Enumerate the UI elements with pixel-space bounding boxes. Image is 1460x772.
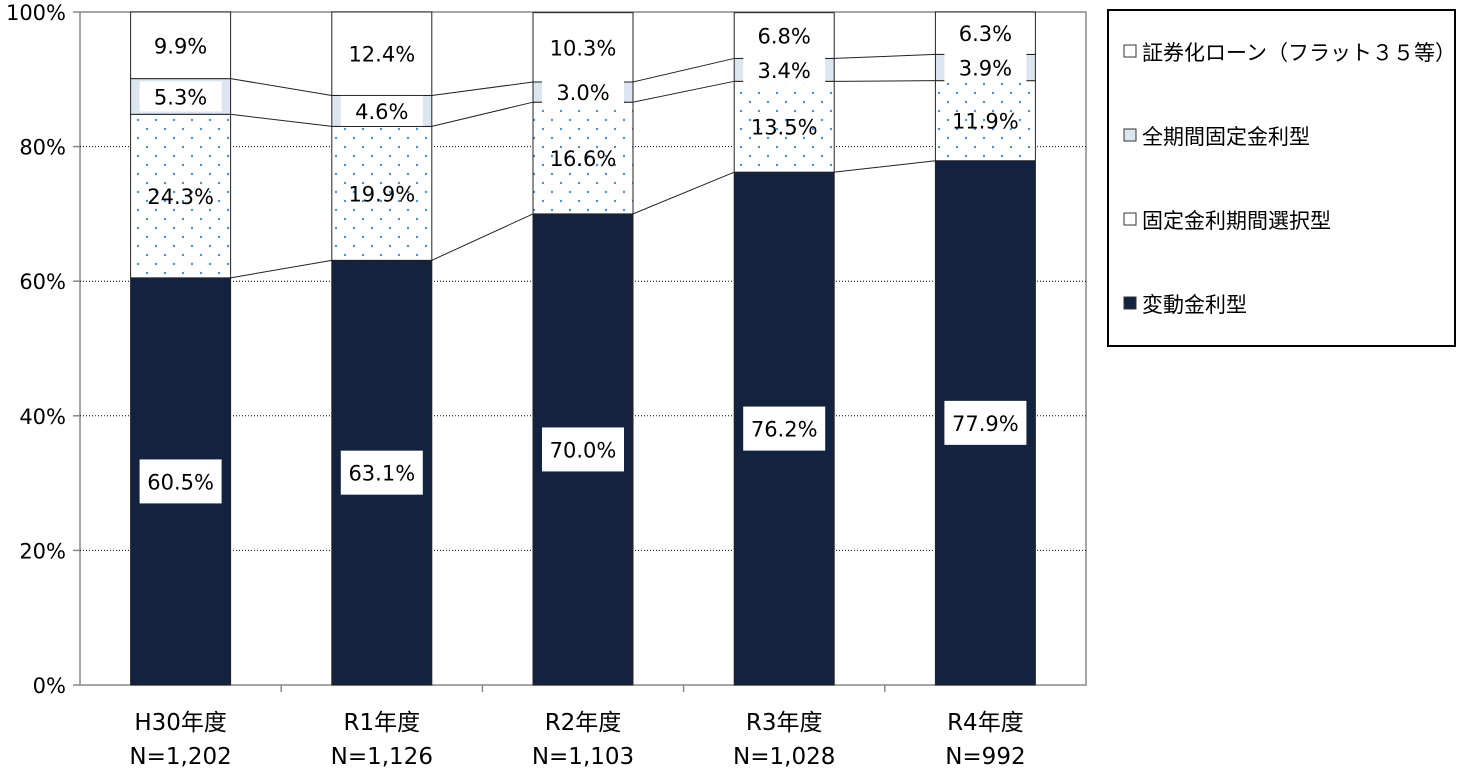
legend-box [1107, 9, 1456, 347]
legend-label: 全期間固定金利型 [1142, 125, 1310, 149]
series-line [834, 80, 936, 82]
series-line [230, 78, 332, 96]
bar-segment [532, 101, 634, 215]
y-tick-label: 80% [19, 136, 66, 160]
x-category-note: N=1,126 [331, 744, 433, 770]
data-label-box [139, 459, 222, 504]
legend-swatch [1123, 128, 1137, 142]
bar-segment [331, 11, 433, 96]
data-label: 70.0% [550, 438, 617, 462]
data-label: 77.9% [952, 412, 1019, 436]
data-label: 6.3% [959, 22, 1012, 46]
data-label: 19.9% [348, 182, 415, 206]
y-tick-label: 0% [33, 674, 66, 698]
data-label-box [542, 427, 624, 472]
x-category-label: R4年度 [947, 710, 1024, 736]
x-category-note: N=1,103 [532, 744, 634, 770]
y-tick-label: 20% [19, 539, 66, 563]
series-lines [230, 53, 936, 279]
data-label: 76.2% [751, 418, 818, 442]
data-label: 5.3% [154, 85, 207, 109]
data-label: 12.4% [348, 43, 415, 67]
x-category-note: N=1,028 [733, 744, 835, 770]
data-label: 6.8% [758, 25, 811, 49]
data-label-box [340, 450, 423, 495]
data-label-box [542, 77, 624, 108]
series-line [431, 101, 534, 127]
data-label: 16.6% [550, 147, 617, 171]
bar-segment [934, 11, 1036, 55]
y-tick-label: 100% [6, 1, 66, 25]
data-label-box [944, 400, 1027, 445]
series-line [632, 171, 735, 215]
series-line [431, 213, 534, 261]
legend-label: 証券化ローン（フラット３５等） [1142, 41, 1456, 65]
y-axis: 0% 20% 40% 60% 80% 100% [6, 1, 886, 698]
legend-label: 変動金利型 [1142, 293, 1247, 317]
data-label-box [743, 54, 826, 85]
series-line [230, 113, 332, 127]
data-label: 13.5% [751, 116, 818, 140]
data-label: 3.9% [959, 57, 1012, 81]
legend-swatch [1123, 296, 1137, 310]
y-tick-label: 60% [19, 270, 66, 294]
series-line [834, 160, 936, 173]
x-category-label: R1年度 [343, 710, 420, 736]
series-line [431, 81, 534, 96]
data-labels: 60.5% 24.3% 5.3% 9.9% 63.1% 19.9% 4.6% 12.4% 70.… [139, 22, 1027, 504]
data-label: 4.6% [355, 100, 408, 124]
x-category-note: N=1,202 [129, 744, 231, 770]
x-category-label: R3年度 [746, 710, 823, 736]
legend-swatch [1123, 212, 1137, 226]
series-line [834, 53, 936, 59]
data-label: 3.4% [758, 59, 811, 83]
data-label: 63.1% [348, 462, 415, 486]
legend-swatch [1123, 44, 1137, 58]
series-line [632, 57, 735, 83]
data-label: 11.9% [952, 110, 1019, 134]
x-category-label: R2年度 [545, 710, 622, 736]
data-label-box [743, 406, 826, 451]
y-tick-label: 40% [19, 405, 66, 429]
x-category-note: N=992 [945, 744, 1025, 770]
bar-segment [130, 11, 232, 80]
data-label-box [944, 52, 1027, 83]
data-label-box [340, 95, 423, 126]
data-label: 3.0% [556, 81, 609, 105]
data-label: 24.3% [147, 185, 214, 209]
legend-label: 固定金利期間選択型 [1142, 209, 1331, 233]
data-label: 10.3% [550, 36, 617, 60]
bar-segment [331, 125, 433, 261]
x-category-label: H30年度 [134, 710, 227, 736]
data-label-box [139, 81, 222, 112]
bar-segment [130, 113, 232, 279]
x-axis: H30年度 N=1,202 R1年度 N=1,126 R2年度 N=1,103 R3年度 N=… [129, 710, 1025, 770]
data-label: 60.5% [147, 470, 214, 494]
series-line [632, 80, 735, 103]
data-label: 9.9% [154, 34, 207, 58]
series-line [230, 259, 332, 279]
